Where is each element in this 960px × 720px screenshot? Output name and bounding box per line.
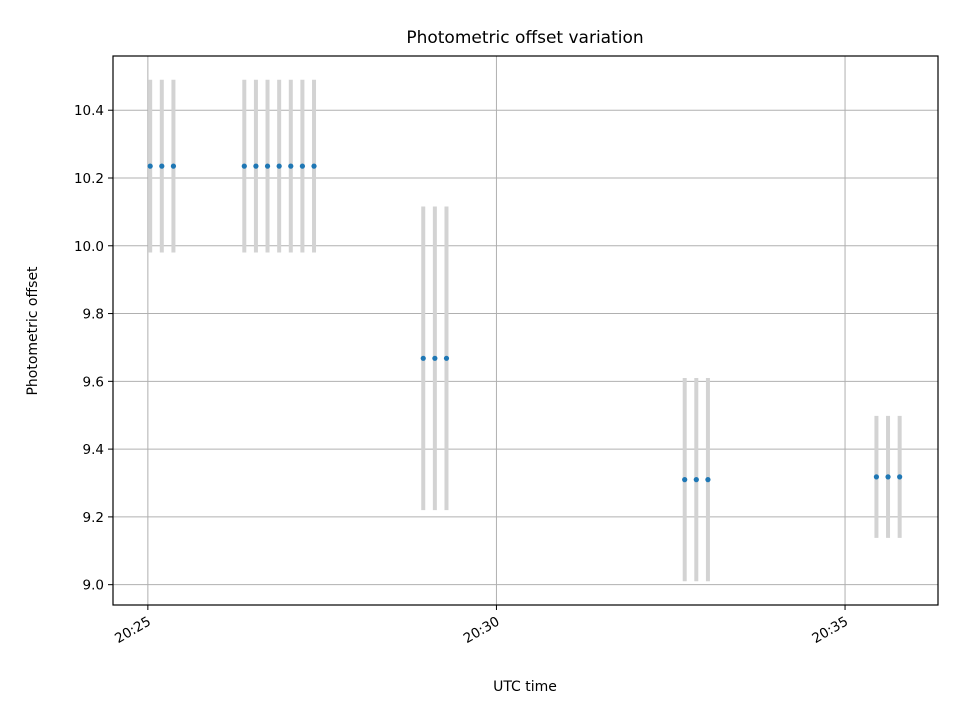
x-tick-label: 20:30 <box>461 614 503 647</box>
y-tick-label: 10.0 <box>74 239 104 255</box>
data-point <box>443 355 450 361</box>
y-tick-label: 9.0 <box>83 578 104 594</box>
y-tick-label: 10.4 <box>74 103 104 119</box>
data-point <box>873 474 880 480</box>
axis-ticks: 9.0 9.2 9.4 9.6 9.8 10.0 10.2 10.4 20:25 20:30 20:… <box>74 103 851 647</box>
data-point <box>276 163 282 169</box>
data-point <box>159 163 165 169</box>
x-tick-label: 20:35 <box>809 614 851 647</box>
data-point <box>432 355 438 361</box>
plot-frame <box>112 55 939 606</box>
data-point <box>288 163 294 169</box>
data-point <box>420 355 426 361</box>
data-points <box>147 163 903 483</box>
data-point <box>705 477 711 483</box>
y-tick-label: 9.4 <box>83 442 104 458</box>
y-axis-label: Photometric offset <box>25 266 41 396</box>
x-axis-label: UTC time <box>493 679 557 695</box>
data-point <box>170 163 177 169</box>
grid <box>113 56 938 605</box>
data-point <box>264 163 271 169</box>
y-tick-label: 9.8 <box>83 307 104 323</box>
chart-title: Photometric offset variation <box>406 28 643 48</box>
data-point <box>253 163 259 169</box>
data-point <box>897 474 903 480</box>
x-tick-label: 20:25 <box>112 614 154 647</box>
y-tick-label: 10.2 <box>74 171 104 187</box>
data-point <box>147 163 153 169</box>
error-bars <box>148 79 902 582</box>
y-tick-label: 9.2 <box>83 510 104 526</box>
data-point <box>693 477 699 483</box>
data-point <box>299 163 306 169</box>
y-tick-label: 9.6 <box>83 374 104 390</box>
data-point <box>241 163 247 169</box>
data-point <box>885 474 891 480</box>
data-point <box>682 477 688 483</box>
data-point <box>311 163 317 169</box>
